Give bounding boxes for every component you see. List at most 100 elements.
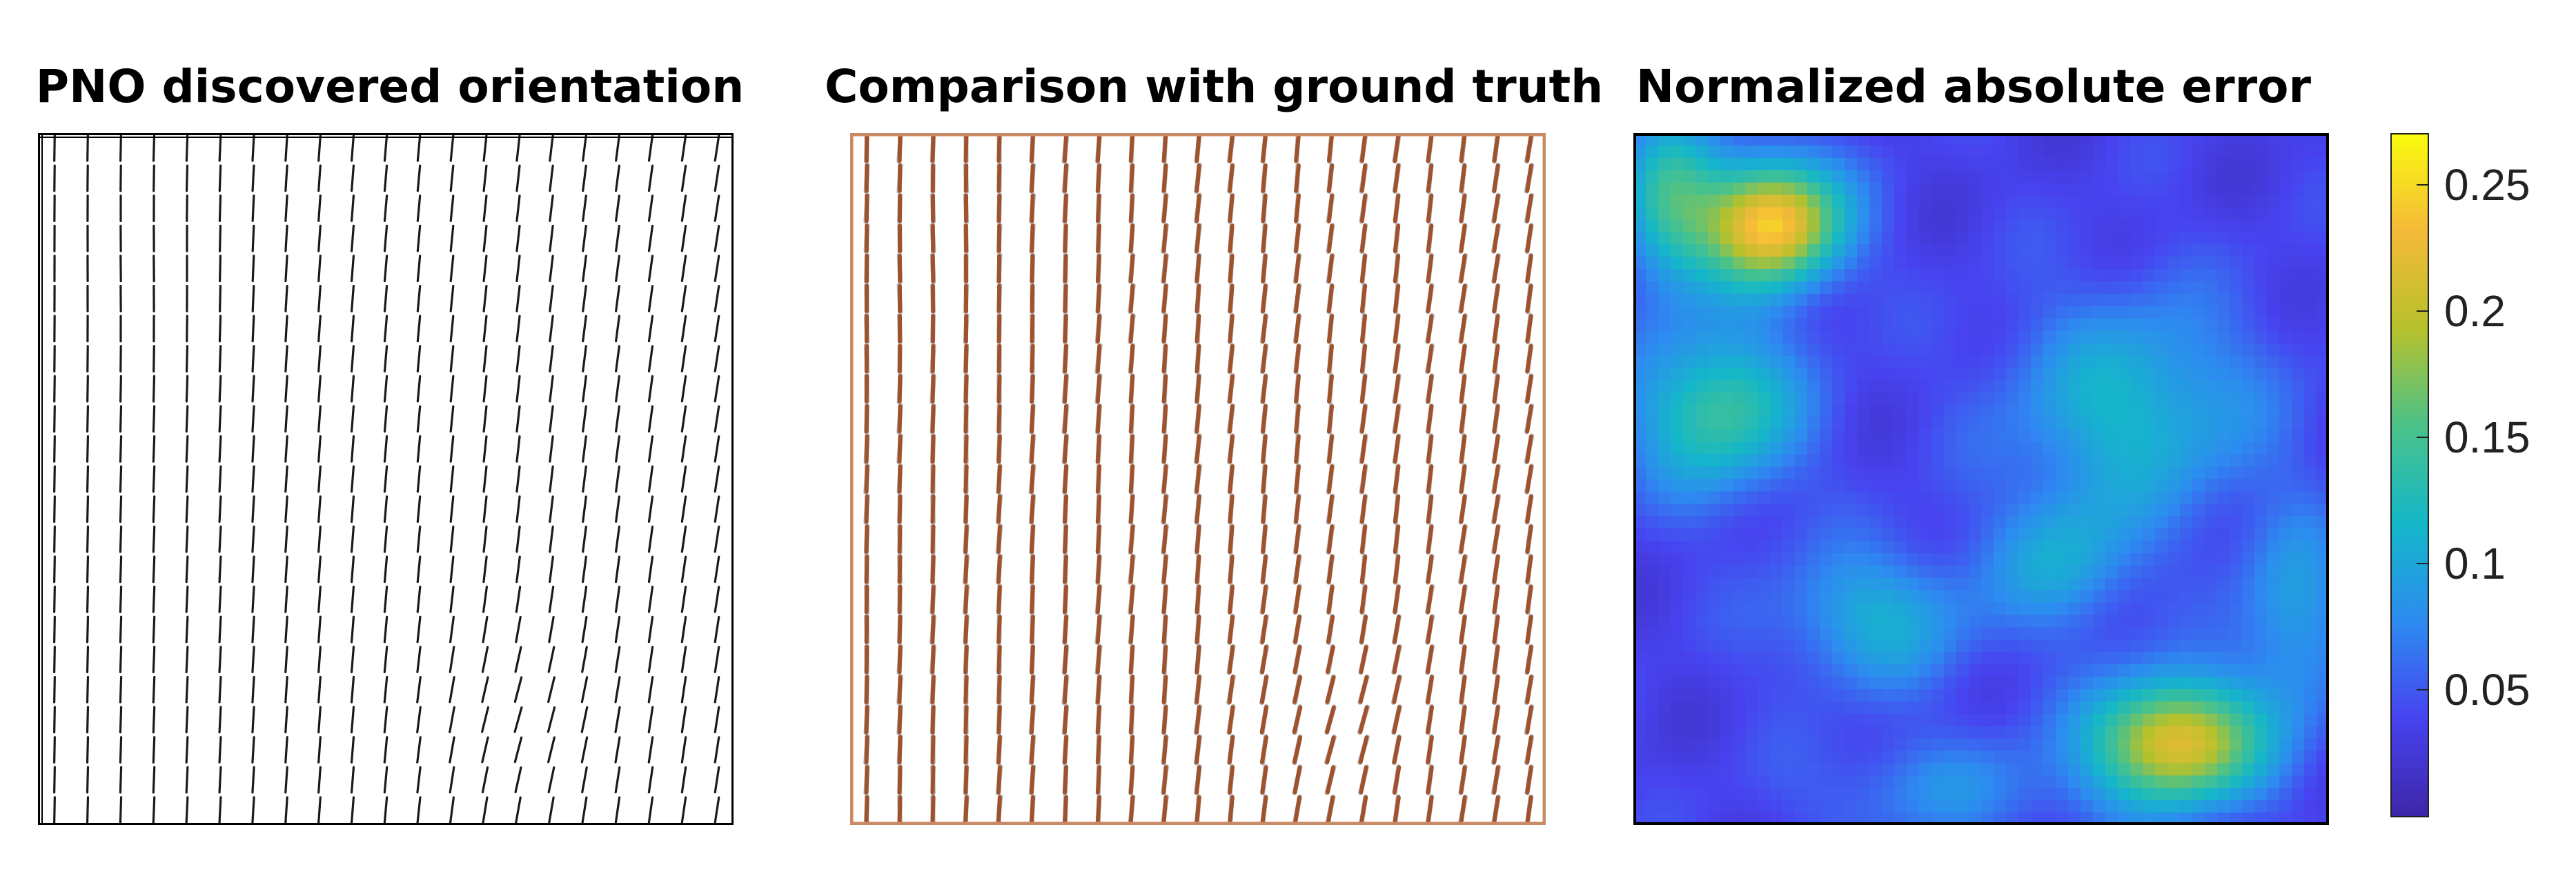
heatmap-cell [1683,293,1696,307]
heatmap-cell [2167,577,2181,591]
heatmap-cell [1820,688,1833,702]
heatmap-cell [1894,813,1907,825]
heatmap-cell [2155,157,2168,171]
heatmap-cell [1969,466,1982,480]
heatmap-cell [2093,454,2106,468]
heatmap-cell [2143,195,2156,208]
heatmap-cell [1969,145,1982,159]
predicted-segment [1459,555,1467,584]
heatmap-cell [2105,701,2118,715]
heatmap-cell [1720,157,1733,171]
orientation-segment [680,615,687,644]
heatmap-cell [1658,775,1671,789]
heatmap-cell [2043,479,2056,492]
heatmap-cell [1956,516,1969,529]
heatmap-cell [1994,170,2007,183]
heatmap-cell [1894,615,1907,628]
heatmap-cell [1931,306,1945,319]
heatmap-cell [1807,269,1820,282]
heatmap-cell [2081,664,2094,677]
heatmap-cell [2242,145,2255,159]
heatmap-cell [1956,417,1969,430]
heatmap-cell [2081,281,2094,295]
heatmap-cell [2230,441,2243,455]
heatmap-cell [1683,615,1696,628]
heatmap-cell [1919,219,1932,233]
heatmap-cell [2317,232,2329,245]
heatmap-cell [2167,652,2181,665]
heatmap-cell [1919,182,1932,196]
predicted-segment [1326,524,1335,554]
heatmap-cell [2130,207,2143,221]
comparison-field-plot [850,133,1546,825]
heatmap-cell [1745,590,1758,604]
heatmap-cell [2056,405,2069,418]
heatmap-cell [1994,182,2007,196]
orientation-segment [218,555,222,584]
heatmap-cell [2143,788,2156,801]
heatmap-cell [2192,207,2205,221]
orientation-segment [251,255,255,283]
predicted-segment [1393,555,1401,584]
predicted-segment [1459,434,1467,464]
heatmap-cell [2304,219,2317,233]
heatmap-cell [1944,368,1957,381]
heatmap-cell [1919,281,1932,295]
heatmap-cell [1795,318,1808,332]
heatmap-cell [1770,306,1783,319]
heatmap-cell [1720,788,1733,801]
orientation-segment [481,706,489,733]
heatmap-cell [1857,145,1870,159]
heatmap-cell [2167,405,2181,418]
orientation-segment [548,586,555,613]
heatmap-cell [2081,219,2094,233]
heatmap-cell [2006,219,2019,233]
heatmap-cell [2192,429,2205,443]
heatmap-cell [2230,553,2243,566]
heatmap-cell [2105,343,2118,357]
heatmap-cell [1907,257,1920,270]
heatmap-cell [1695,195,1709,208]
heatmap-cell [2043,417,2056,430]
orientation-segment [284,284,288,312]
predicted-segment [1063,253,1068,283]
heatmap-cell [2217,355,2230,369]
heatmap-cell [2254,553,2268,566]
heatmap-cell [1832,652,1845,665]
orientation-segment [714,586,720,613]
heatmap-cell [1845,602,1858,616]
heatmap-cell [1832,306,1845,319]
heatmap-cell [1820,441,1833,455]
heatmap-cell [2230,639,2243,653]
heatmap-cell [2068,343,2081,357]
heatmap-cell [2031,207,2044,221]
heatmap-cell [2292,441,2305,455]
heatmap-cell [2056,677,2069,690]
heatmap-cell [2304,368,2317,381]
heatmap-cell [1758,355,1771,369]
heatmap-cell [1671,602,1684,616]
heatmap-cell [2205,429,2218,443]
heatmap-cell [2018,688,2032,702]
predicted-segment [1194,374,1201,404]
heatmap-cell [1832,713,1845,727]
heatmap-cell [1646,677,1659,690]
predicted-segment [1030,223,1035,253]
heatmap-cell [2167,207,2181,221]
predicted-segment [1292,735,1303,764]
heatmap-cell [1745,602,1758,616]
heatmap-cell [2105,491,2118,505]
heatmap-cell [2068,639,2081,653]
predicted-segment [1259,705,1269,735]
predicted-segment [1194,193,1201,223]
predicted-segment [1459,735,1467,765]
heatmap-cell [2068,577,2081,591]
heatmap-cell [1807,652,1820,665]
heatmap-cell [1919,800,1932,813]
heatmap-cell [2031,541,2044,554]
heatmap-cell [1807,392,1820,406]
predicted-segment [1030,374,1035,404]
heatmap-cell [1782,417,1796,430]
predicted-segment [1095,193,1102,223]
heatmap-cell [2006,182,2019,196]
